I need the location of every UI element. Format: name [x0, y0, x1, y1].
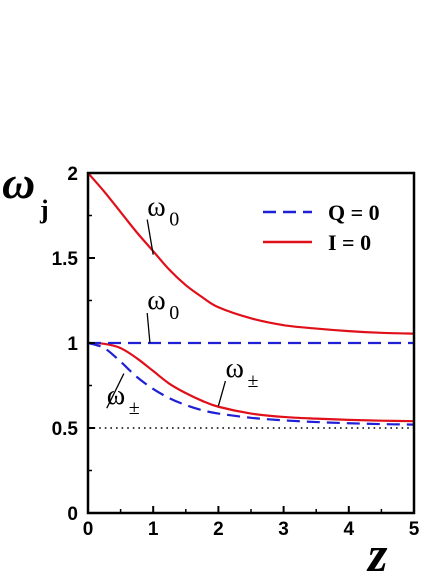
y-tick-label: 0.5 — [52, 419, 79, 440]
ann-omegapm-left-leader — [106, 373, 125, 409]
x-tick-label: 1 — [148, 519, 159, 540]
axis-labels: ω j z — [2, 157, 388, 576]
x-tick-label: 2 — [213, 519, 224, 540]
y-axis-label: ω — [2, 157, 35, 208]
y-tick-label: 1.5 — [52, 249, 79, 270]
ann-omega0-mid-leader — [146, 312, 151, 344]
tick-labels: 0 1 2 3 4 5 0 0.5 1 1.5 2 — [52, 164, 420, 540]
x-tick-label: 3 — [278, 519, 289, 540]
ann-omega0-upper-leader — [146, 219, 154, 255]
y-axis-label-subscript: j — [39, 195, 49, 224]
x-tick-label: 0 — [83, 519, 94, 540]
annotations: ω 0ω 0ω ±ω ± — [106, 192, 258, 419]
ann-omega0-upper-label: ω — [147, 192, 165, 223]
series-line-omegapm_I — [87, 341, 415, 423]
ann-omegapm-left-subscript: ± — [129, 397, 140, 419]
ann-omegapm-right-subscript: ± — [247, 370, 258, 392]
ann-omega0-mid-subscript: 0 — [169, 302, 179, 324]
legend: Q = 0 I = 0 — [263, 200, 380, 255]
ann-omega0-upper-subscript: 0 — [169, 209, 179, 231]
ann-omegapm-right-label: ω — [225, 353, 243, 384]
y-tick-label: 2 — [67, 164, 78, 185]
ticks — [87, 172, 415, 514]
legend-label: Q = 0 — [328, 200, 380, 225]
ann-omegapm-right-leader — [217, 380, 227, 407]
x-tick-label: 5 — [409, 519, 420, 540]
series-line-omega0_I — [87, 172, 415, 335]
ann-omegapm-left-label: ω — [107, 380, 125, 411]
plot-lines — [87, 172, 415, 429]
ann-omega0-mid-label: ω — [147, 285, 165, 316]
y-tick-label: 0 — [67, 504, 78, 525]
y-tick-label: 1 — [67, 334, 78, 355]
x-axis-label: z — [366, 526, 388, 576]
series-line-omegapm_Q — [87, 341, 415, 426]
x-tick-label: 4 — [344, 519, 355, 540]
legend-label: I = 0 — [328, 230, 371, 255]
